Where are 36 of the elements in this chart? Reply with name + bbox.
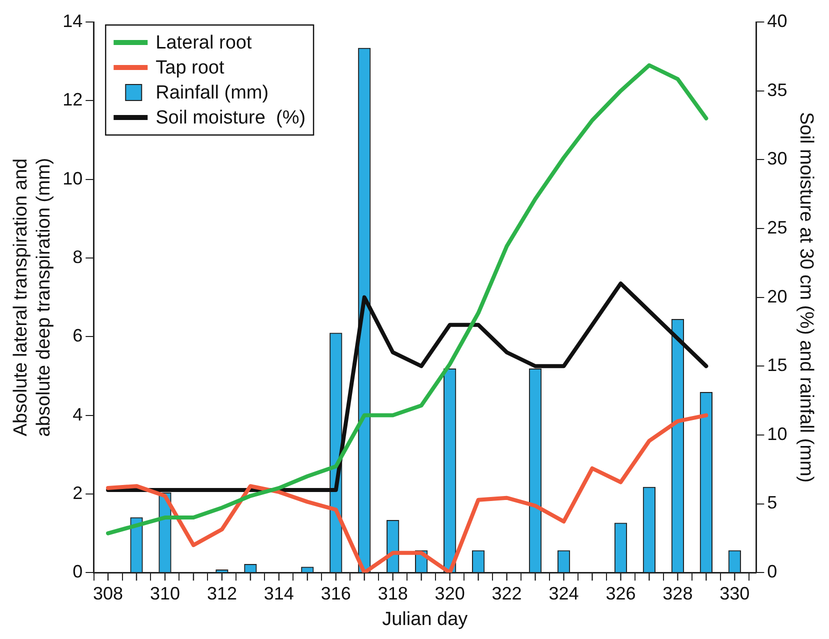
x-tick-label: 318 [378, 583, 408, 604]
x-tick-label: 328 [662, 583, 693, 604]
y2-tick-label: 30 [767, 148, 788, 169]
y-tick-label: 6 [72, 326, 83, 346]
x-tick-label: 326 [606, 583, 636, 604]
x-tick-label: 316 [320, 583, 351, 604]
x-tick-label: 324 [548, 583, 579, 604]
legend-label: Tap root [156, 58, 225, 79]
y-tick-label: 12 [62, 90, 83, 110]
x-tick-label: 320 [434, 583, 465, 604]
y2-tick-label: 15 [767, 355, 788, 376]
y-tick-label: 0 [72, 562, 83, 582]
y-tick-label: 10 [62, 168, 83, 188]
y2-tick-label: 0 [767, 562, 778, 582]
y2-axis-title: Soil moisture at 30 cm (%) and rainfall (mm) [795, 112, 816, 483]
x-tick-label: 314 [264, 583, 294, 604]
y2-tick-label: 40 [767, 10, 788, 31]
y-tick-label: 14 [62, 10, 83, 31]
x-axis-title: Julian day [382, 608, 468, 630]
y-tick-label: 4 [72, 404, 83, 424]
y-tick-label: 2 [72, 482, 83, 503]
x-tick-label: 312 [206, 583, 237, 604]
y2-tick-label: 25 [767, 217, 788, 238]
y2-tick-label: 10 [767, 424, 788, 444]
y2-tick-label: 35 [767, 80, 788, 100]
x-tick-label: 308 [93, 583, 124, 604]
y-tick-label: 8 [72, 246, 83, 267]
legend-label: Lateral root [156, 32, 252, 54]
y2-tick-label: 5 [767, 492, 778, 513]
legend-label: Rainfall (mm) [156, 82, 269, 104]
legend-label: Soil moisture (%) [156, 108, 306, 129]
x-tick-label: 310 [150, 583, 180, 604]
x-tick-label: 322 [492, 583, 522, 604]
x-tick-label: 330 [720, 583, 750, 604]
y-axis-title: Absolute lateral transpiration and absolute deep transpiration (mm) [10, 158, 54, 437]
y2-tick-label: 20 [767, 286, 788, 306]
